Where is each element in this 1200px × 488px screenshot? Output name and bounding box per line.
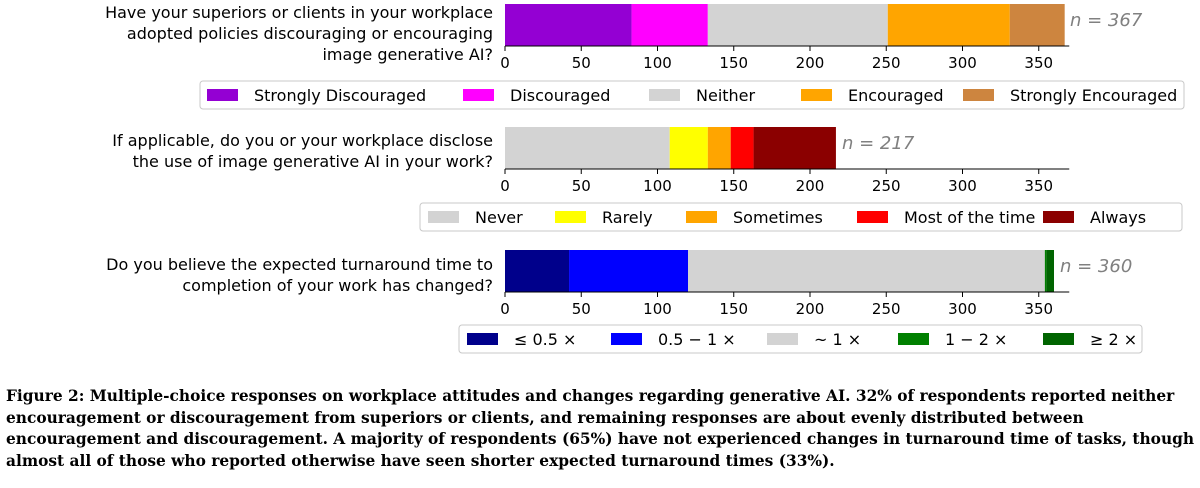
x-tick-label: 300 — [948, 54, 977, 72]
bar-segment — [505, 4, 632, 46]
x-tick-label: 350 — [1024, 54, 1053, 72]
legend-label: Rarely — [602, 208, 653, 227]
legend-label: Discouraged — [510, 86, 610, 105]
legend-label: Always — [1090, 208, 1146, 227]
x-tick-label: 50 — [572, 300, 591, 318]
legend-label: Strongly Discouraged — [254, 86, 426, 105]
x-tick-label: 100 — [643, 300, 672, 318]
legend-swatch — [1043, 211, 1074, 223]
legend-swatch — [1043, 333, 1074, 345]
x-tick-label: 350 — [1024, 300, 1053, 318]
legend-label: 1 − 2 × — [945, 330, 1007, 349]
question-line: Have your superiors or clients in your w… — [105, 3, 493, 22]
legend-swatch — [207, 89, 238, 101]
x-tick-label: 250 — [872, 177, 901, 195]
legend-swatch — [767, 333, 798, 345]
x-tick-label: 150 — [719, 54, 748, 72]
question-line: If applicable, do you or your workplace … — [112, 131, 493, 150]
legend-label: Encouraged — [848, 86, 944, 105]
question-line: Do you believe the expected turnaround t… — [106, 255, 493, 274]
legend-swatch — [686, 211, 717, 223]
legend: ≤ 0.5 × 0.5 − 1 × ~ 1 × 1 − 2 × ≥ 2 × — [458, 324, 1143, 354]
question-line: image generative AI? — [322, 45, 493, 64]
figure-charts: Have your superiors or clients in your w… — [105, 3, 1185, 354]
x-tick-label: 150 — [719, 300, 748, 318]
legend-swatch — [611, 333, 642, 345]
x-tick-label: 150 — [719, 177, 748, 195]
legend: Strongly Discouraged Discouraged Neither En… — [199, 80, 1185, 110]
legend-swatch — [467, 333, 498, 345]
x-tick-label: 350 — [1024, 177, 1053, 195]
x-tick-label: 250 — [872, 300, 901, 318]
question-line: the use of image generative AI in your w… — [133, 152, 493, 171]
legend-swatch — [898, 333, 929, 345]
figure-caption: Figure 2: Multiple-choice responses on w… — [6, 387, 1195, 470]
chart-1: Have your superiors or clients in your w… — [105, 3, 1185, 110]
legend-swatch — [857, 211, 888, 223]
x-tick-label: 300 — [948, 177, 977, 195]
x-tick-label: 200 — [796, 177, 825, 195]
legend-swatch — [649, 89, 680, 101]
legend-swatch — [555, 211, 586, 223]
x-tick-label: 0 — [500, 54, 510, 72]
question-line: completion of your work has changed? — [182, 276, 493, 295]
legend-label: Neither — [696, 86, 756, 105]
x-tick-label: 200 — [796, 54, 825, 72]
x-tick-label: 100 — [643, 54, 672, 72]
legend-swatch — [463, 89, 494, 101]
x-tick-label: 50 — [572, 54, 591, 72]
bar-segment — [688, 250, 1045, 292]
n-label: n = 367 — [1070, 10, 1143, 31]
legend-frame — [458, 324, 1143, 354]
bar-segment — [707, 4, 888, 46]
legend-label: ~ 1 × — [814, 330, 861, 349]
legend-label: Never — [475, 208, 523, 227]
bar-segment — [730, 127, 754, 169]
legend-label: Strongly Encouraged — [1010, 86, 1177, 105]
bar-segment — [1044, 250, 1047, 292]
x-tick-label: 250 — [872, 54, 901, 72]
bar-segment — [631, 4, 708, 46]
legend-swatch — [963, 89, 994, 101]
legend-label: Sometimes — [733, 208, 823, 227]
question-line: adopted policies discouraging or encoura… — [127, 24, 493, 43]
legend-frame — [199, 80, 1185, 110]
x-tick-label: 100 — [643, 177, 672, 195]
legend-label: ≤ 0.5 × — [514, 330, 576, 349]
x-tick-label: 200 — [796, 300, 825, 318]
legend-swatch — [801, 89, 832, 101]
bar-segment — [569, 250, 688, 292]
legend-label: Most of the time — [904, 208, 1035, 227]
bar-segment — [887, 4, 1010, 46]
bar-segment — [669, 127, 708, 169]
legend-swatch — [428, 211, 459, 223]
chart-2: If applicable, do you or your workplace … — [112, 127, 1183, 232]
n-label: n = 360 — [1060, 256, 1132, 277]
x-tick-label: 0 — [500, 177, 510, 195]
bar-segment — [505, 250, 570, 292]
n-label: n = 217 — [842, 133, 915, 154]
bar-segment — [753, 127, 836, 169]
bar-segment — [1046, 250, 1054, 292]
x-tick-label: 300 — [948, 300, 977, 318]
bar-segment — [707, 127, 731, 169]
bar-segment — [505, 127, 670, 169]
x-tick-label: 0 — [500, 300, 510, 318]
legend-frame — [419, 202, 1183, 232]
legend-label: ≥ 2 × — [1090, 330, 1137, 349]
legend: Never Rarely Sometimes Most of the time Alwa… — [419, 202, 1183, 232]
chart-3: Do you believe the expected turnaround t… — [106, 250, 1143, 354]
legend-label: 0.5 − 1 × — [658, 330, 736, 349]
bar-segment — [1009, 4, 1065, 46]
x-tick-label: 50 — [572, 177, 591, 195]
